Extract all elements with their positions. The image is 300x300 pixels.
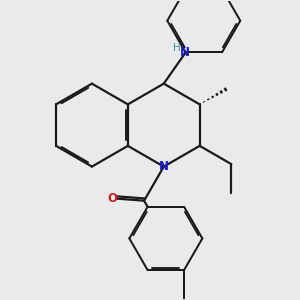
Text: N: N: [180, 46, 190, 59]
Text: O: O: [107, 192, 117, 205]
Text: N: N: [159, 160, 169, 173]
Text: H: H: [173, 43, 181, 52]
